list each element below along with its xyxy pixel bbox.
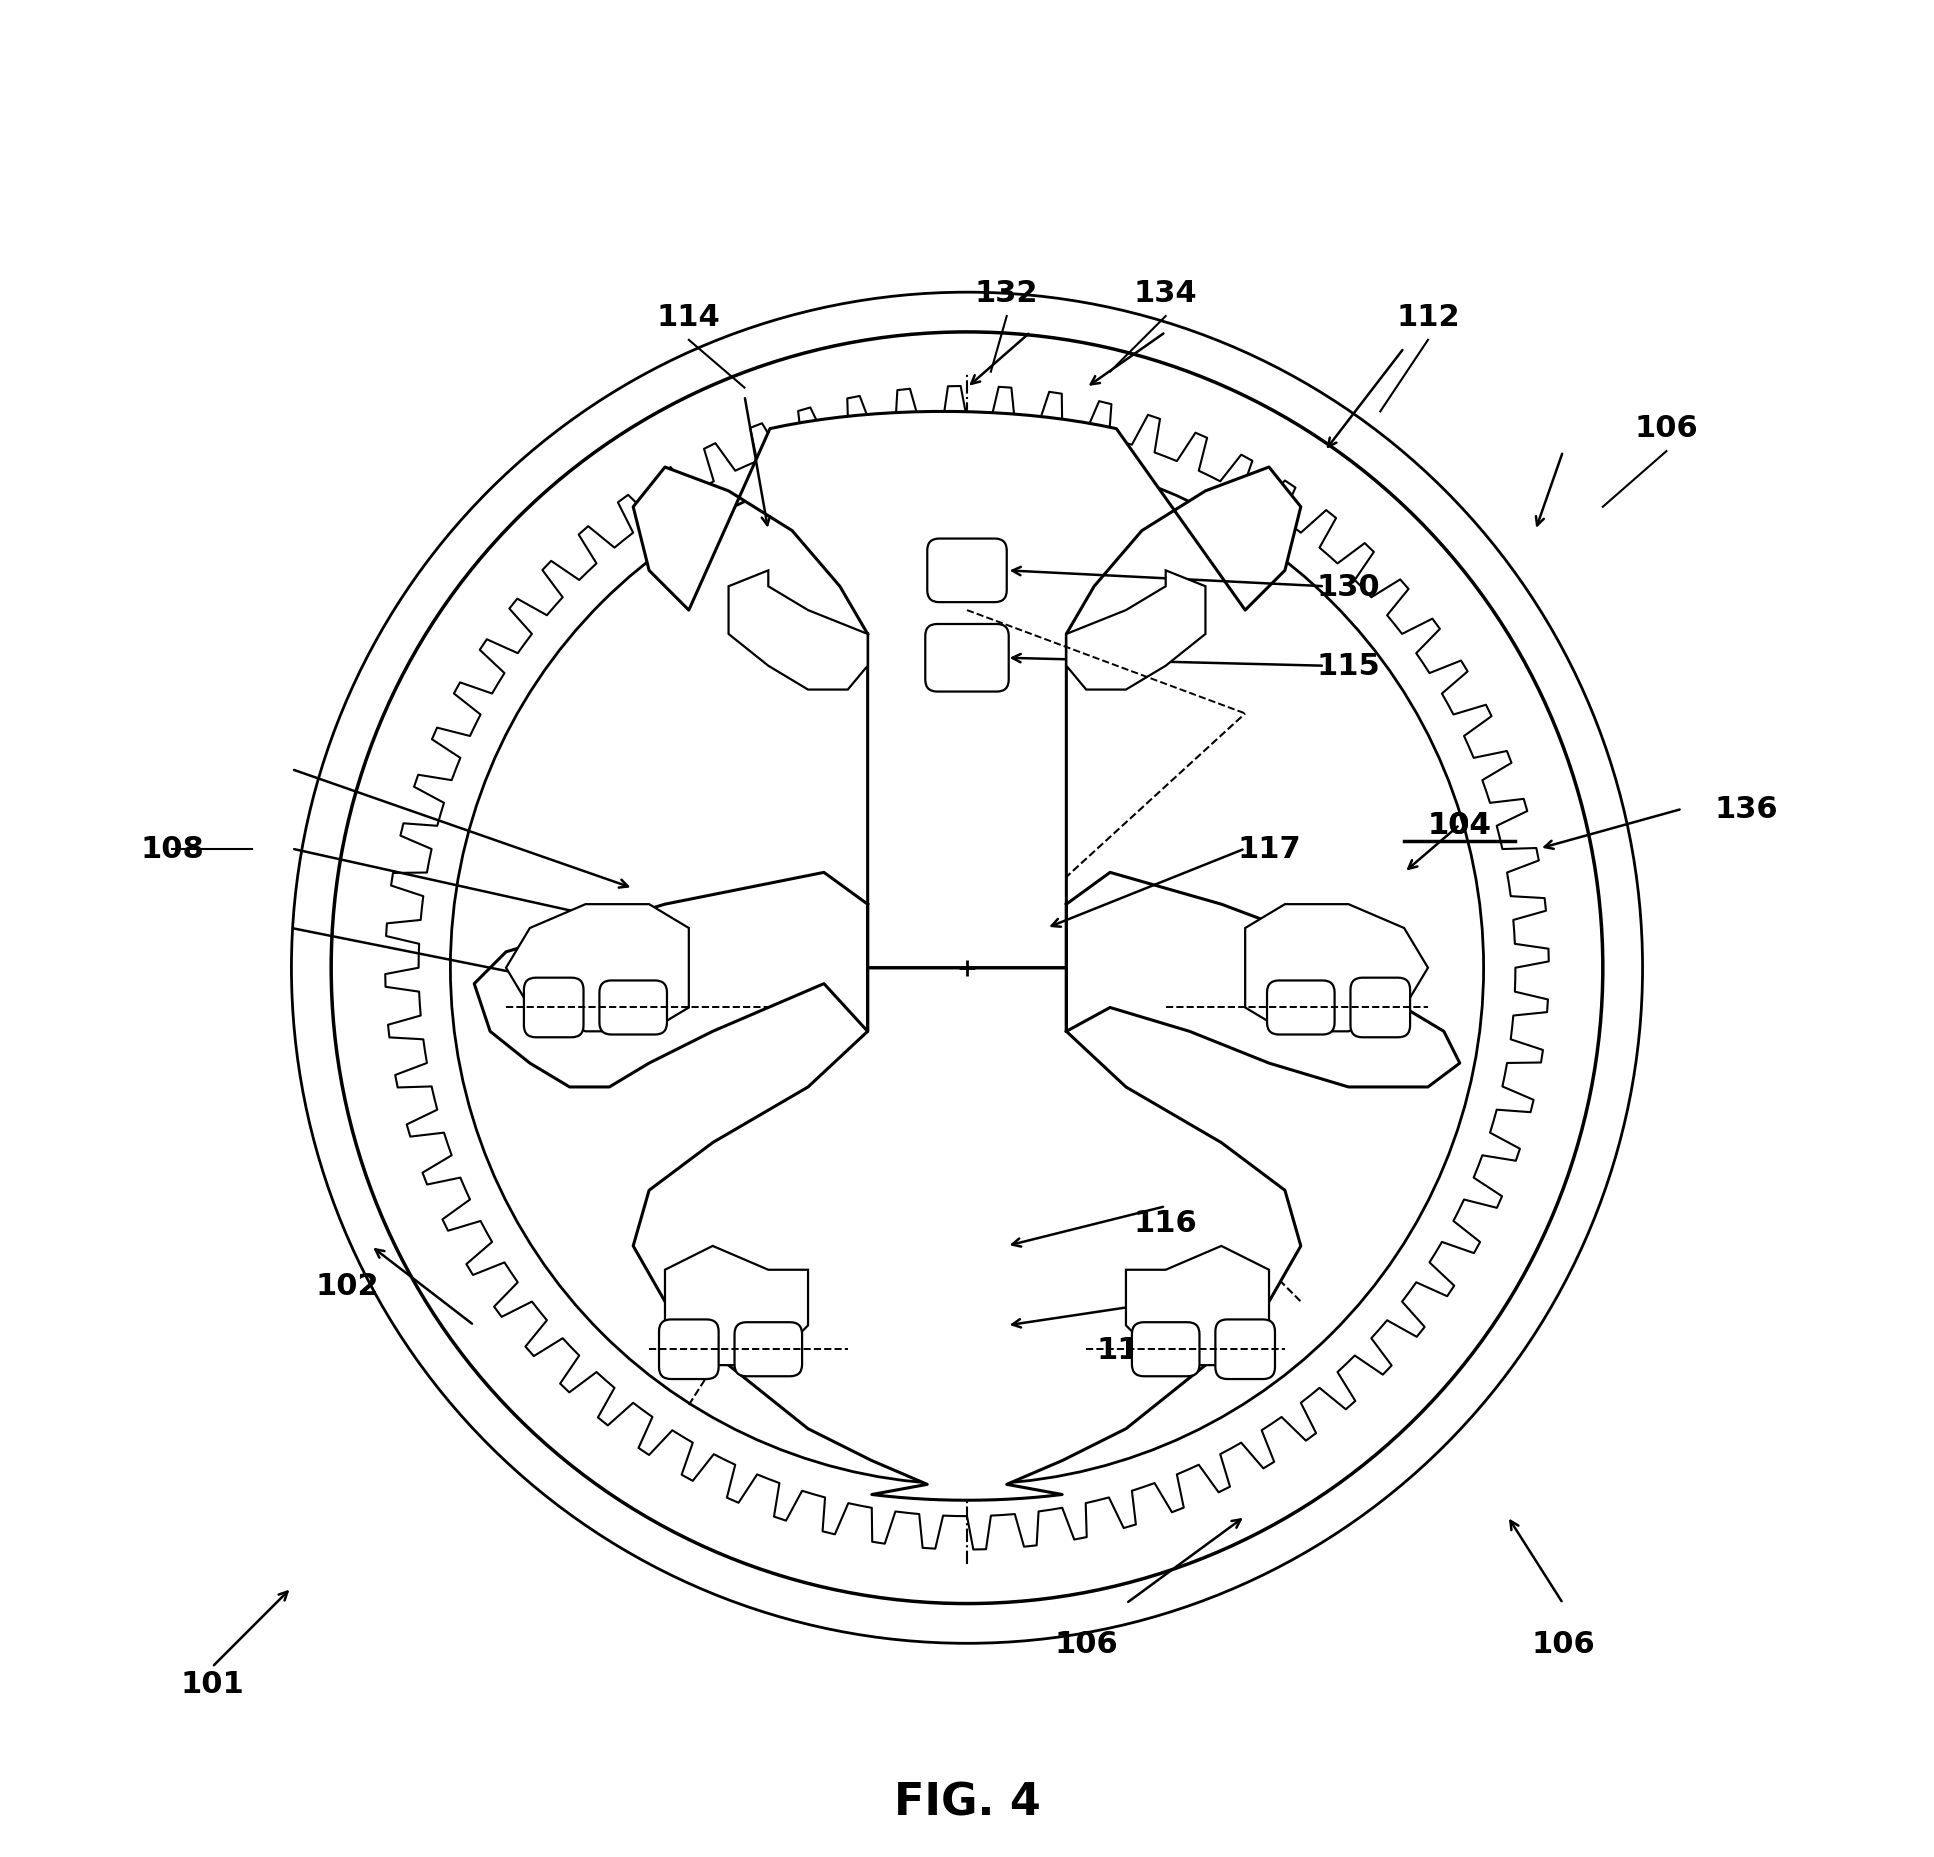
- Text: FIG. 4: FIG. 4: [894, 1781, 1040, 1824]
- Text: 101: 101: [180, 1669, 244, 1697]
- FancyBboxPatch shape: [924, 624, 1010, 693]
- Text: 108: 108: [141, 834, 205, 864]
- FancyBboxPatch shape: [1215, 1320, 1275, 1380]
- Text: 110,120: 110,120: [1097, 1335, 1236, 1365]
- Text: 117: 117: [1238, 834, 1302, 864]
- FancyBboxPatch shape: [1350, 979, 1410, 1038]
- Text: 136: 136: [1714, 795, 1777, 825]
- Text: 104: 104: [1427, 812, 1491, 839]
- Polygon shape: [507, 904, 689, 1032]
- Text: 130: 130: [1317, 572, 1381, 602]
- Polygon shape: [1245, 904, 1427, 1032]
- Text: 116: 116: [1133, 1207, 1197, 1237]
- Text: 115: 115: [1317, 652, 1381, 682]
- FancyBboxPatch shape: [735, 1322, 803, 1376]
- Polygon shape: [474, 873, 868, 1088]
- Text: 112: 112: [1396, 303, 1460, 331]
- Text: 106: 106: [1532, 1629, 1596, 1658]
- Text: 104: 104: [1427, 812, 1491, 839]
- FancyBboxPatch shape: [1131, 1322, 1199, 1376]
- Text: 114: 114: [658, 303, 721, 331]
- Polygon shape: [632, 412, 1302, 967]
- Text: 106: 106: [1634, 414, 1698, 442]
- Polygon shape: [729, 572, 868, 691]
- Polygon shape: [1126, 1246, 1269, 1365]
- FancyBboxPatch shape: [1267, 980, 1334, 1034]
- FancyBboxPatch shape: [524, 979, 584, 1038]
- FancyBboxPatch shape: [926, 539, 1008, 604]
- FancyBboxPatch shape: [659, 1320, 719, 1380]
- Polygon shape: [1066, 572, 1205, 691]
- Text: 106: 106: [1054, 1629, 1118, 1658]
- Text: 132: 132: [975, 279, 1039, 308]
- Polygon shape: [632, 967, 1302, 1500]
- Polygon shape: [1066, 873, 1460, 1088]
- FancyBboxPatch shape: [600, 980, 667, 1034]
- Polygon shape: [665, 1246, 808, 1365]
- Text: 102: 102: [315, 1272, 379, 1300]
- Text: 134: 134: [1133, 279, 1197, 308]
